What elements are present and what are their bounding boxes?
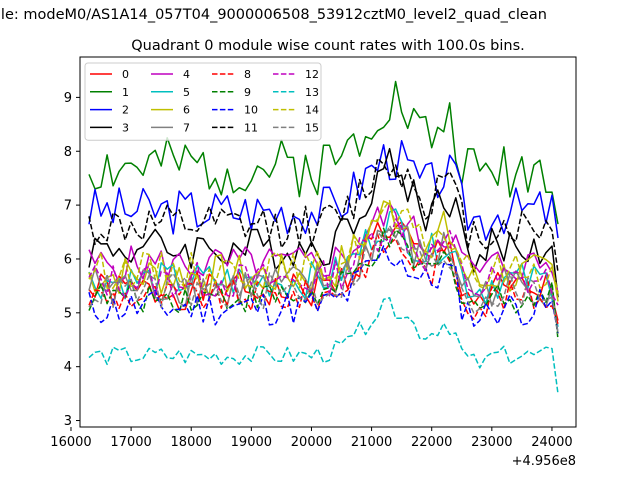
y-tick-label: 4 (64, 360, 72, 375)
chart-title: Quadrant 0 module wise count rates with … (131, 38, 525, 54)
legend-label-3: 3 (122, 121, 129, 134)
legend-label-9: 9 (244, 86, 251, 99)
legend-label-6: 6 (183, 104, 190, 117)
x-axis-offset-label: +4.956e8 (512, 454, 576, 469)
y-tick-label: 5 (64, 306, 72, 321)
legend-label-15: 15 (305, 121, 319, 134)
x-tick-label: 18000 (171, 435, 212, 450)
figure-suptitle: n file: modeM0/AS1A14_057T04_9000006508_… (0, 7, 547, 23)
series-line-2 (88, 139, 559, 241)
legend-label-4: 4 (183, 68, 190, 81)
series-line-10 (88, 245, 559, 334)
y-tick-label: 6 (64, 252, 72, 267)
legend-label-7: 7 (183, 121, 190, 134)
series-line-5 (88, 208, 559, 327)
series-line-12 (88, 218, 559, 306)
legend-label-10: 10 (244, 104, 258, 117)
legend-label-2: 2 (122, 104, 129, 117)
x-tick-label: 19000 (231, 435, 272, 450)
y-tick-label: 9 (64, 91, 72, 106)
x-tick-label: 22000 (411, 435, 452, 450)
x-axis: 16000 17000 18000 19000 20000 21000 22000 23000… (50, 427, 573, 450)
series-line-11 (88, 157, 559, 273)
x-tick-label: 24000 (531, 435, 572, 450)
legend-box (84, 62, 322, 141)
legend-label-13: 13 (305, 86, 319, 99)
y-tick-label: 8 (64, 145, 72, 160)
plot-area-frame (79, 56, 577, 428)
y-tick-label: 7 (64, 199, 72, 214)
legend-label-8: 8 (244, 68, 251, 81)
y-axis: 3 4 5 6 7 8 9 (64, 91, 80, 429)
series-line-7 (88, 224, 559, 334)
x-tick-label: 20000 (291, 435, 332, 450)
legend-label-0: 0 (122, 68, 129, 81)
legend-label-14: 14 (305, 104, 319, 117)
legend-label-11: 11 (244, 121, 258, 134)
x-tick-label: 23000 (471, 435, 512, 450)
legend-label-5: 5 (183, 86, 190, 99)
x-tick-label: 21000 (351, 435, 392, 450)
x-tick-label: 16000 (50, 435, 91, 450)
series-line-4 (88, 202, 559, 293)
legend-label-1: 1 (122, 86, 129, 99)
series-line-3 (88, 147, 559, 298)
legend-label-12: 12 (305, 68, 319, 81)
series-line-13 (88, 297, 559, 394)
series-line-15 (88, 224, 559, 334)
x-tick-label: 17000 (110, 435, 151, 450)
series-line-14 (88, 199, 559, 294)
series-layer (88, 80, 559, 394)
y-tick-label: 3 (64, 414, 72, 429)
